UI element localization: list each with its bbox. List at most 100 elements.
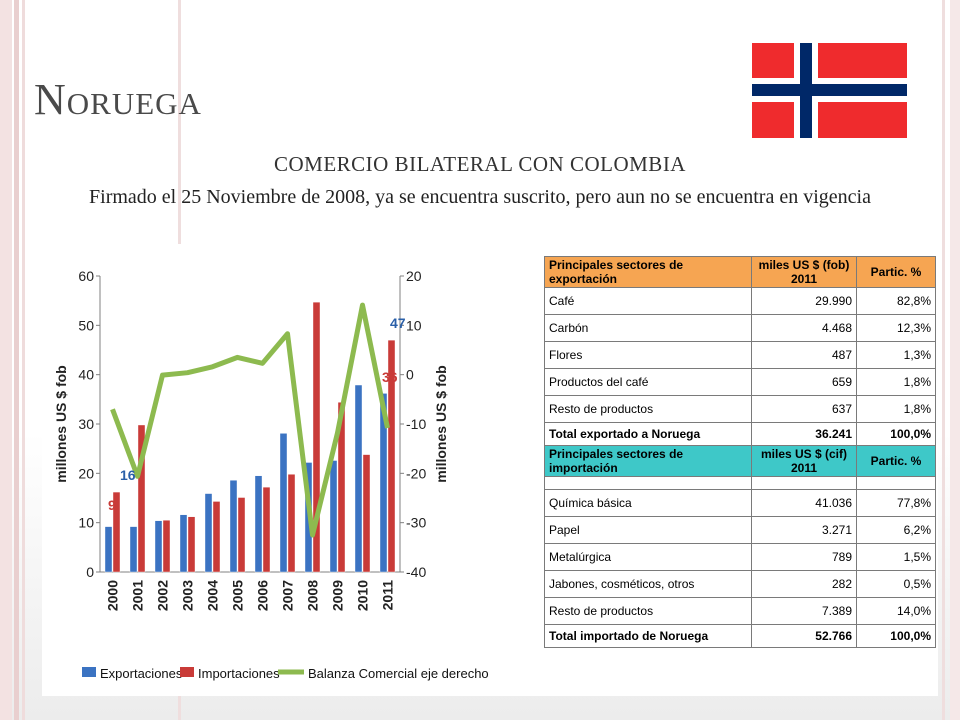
import-total-value: 52.766 <box>751 624 857 648</box>
export-sector-cell: Flores <box>544 341 752 369</box>
x-tick-label: 2006 <box>255 580 271 611</box>
export-value-cell: 29.990 <box>751 287 857 315</box>
description: Firmado el 25 Noviembre de 2008, ya se e… <box>89 186 871 208</box>
import-row: Química básica 41.036 77,8% <box>544 489 936 517</box>
export-share-cell: 1,3% <box>856 341 936 369</box>
export-share-cell: 82,8% <box>856 287 936 315</box>
import-row: Jabones, cosméticos, otros 282 0,5% <box>544 570 936 598</box>
legend-label: Exportaciones <box>100 666 183 681</box>
norway-flag-icon <box>752 43 907 138</box>
import-bar <box>387 339 396 573</box>
decorative-stripe <box>0 0 12 720</box>
x-tick-label: 2010 <box>355 580 371 611</box>
export-total-value: 36.241 <box>751 422 857 446</box>
export-row: Carbón 4.468 12,3% <box>544 314 936 342</box>
legend-label: Balanza Comercial eje derecho <box>308 666 489 681</box>
export-header-value: miles US $ (fob) 2011 <box>751 256 857 288</box>
table-spacer <box>544 476 936 490</box>
x-tick-label: 2001 <box>130 580 146 611</box>
export-row: Café 29.990 82,8% <box>544 287 936 315</box>
import-sector-cell: Química básica <box>544 489 752 517</box>
import-bar <box>187 516 196 573</box>
export-sector-cell: Productos del café <box>544 368 752 396</box>
decorative-stripe <box>22 0 25 720</box>
import-sector-cell: Jabones, cosméticos, otros <box>544 570 752 598</box>
data-label: 36 <box>382 369 398 385</box>
left-tick-label: 60 <box>78 268 94 284</box>
import-value-cell: 7.389 <box>751 597 857 625</box>
export-bar <box>329 460 338 573</box>
import-value-cell: 282 <box>751 570 857 598</box>
import-header-sector: Principales sectores de importación <box>544 445 752 477</box>
export-header-sector: Principales sectores de exportación <box>544 256 752 288</box>
export-table: Principales sectores de exportación mile… <box>544 256 936 648</box>
legend-swatch <box>82 667 96 677</box>
export-bar <box>179 514 188 573</box>
import-bar <box>237 497 246 573</box>
decorative-stripe <box>950 0 960 720</box>
export-sector-cell: Resto de productos <box>544 395 752 423</box>
export-bar <box>204 493 213 573</box>
import-sector-cell: Papel <box>544 516 752 544</box>
balance-line <box>110 302 390 538</box>
import-share-cell: 1,5% <box>856 543 936 571</box>
export-bar <box>154 520 163 573</box>
import-sector-cell: Metalúrgica <box>544 543 752 571</box>
x-tick-label: 2005 <box>230 580 246 611</box>
trade-chart: 0 10 20 30 40 50 60 -40 -30 -20 -10 0 10 20 millones U… <box>53 268 489 681</box>
import-sector-cell: Resto de productos <box>544 597 752 625</box>
import-bar <box>212 501 221 573</box>
import-total-label: Total importado de Noruega <box>544 624 752 648</box>
import-header-value: miles US $ (cif) 2011 <box>751 445 857 477</box>
right-tick-label: -40 <box>406 564 426 580</box>
legend-swatch <box>180 667 194 677</box>
trade-tables: Principales sectores de exportación mile… <box>544 256 936 648</box>
import-share-cell: 77,8% <box>856 489 936 517</box>
x-tick-label: 2003 <box>180 580 196 611</box>
import-bar <box>287 474 296 573</box>
data-label: 47 <box>390 315 406 331</box>
right-axis-title: millones US $ fob <box>433 365 449 482</box>
export-share-cell: 1,8% <box>856 395 936 423</box>
export-bar <box>104 526 113 573</box>
export-sector-cell: Café <box>544 287 752 315</box>
right-tick-label: -10 <box>406 416 426 432</box>
export-header-share: Partic. % <box>856 256 936 288</box>
export-bar <box>129 526 138 573</box>
export-bar <box>379 393 388 573</box>
export-value-cell: 4.468 <box>751 314 857 342</box>
import-share-cell: 0,5% <box>856 570 936 598</box>
import-row: Metalúrgica 789 1,5% <box>544 543 936 571</box>
import-bar <box>112 491 121 573</box>
import-row: Resto de productos 7.389 14,0% <box>544 597 936 625</box>
export-bar <box>279 433 288 573</box>
x-tick-label: 2009 <box>330 580 346 611</box>
left-axis-title: millones US $ fob <box>53 365 69 482</box>
left-tick-label: 0 <box>86 564 94 580</box>
import-bar <box>362 454 371 573</box>
subtitle: COMERCIO BILATERAL CON COLOMBIA <box>274 152 686 176</box>
right-tick-label: 10 <box>406 317 422 333</box>
left-tick-label: 20 <box>78 465 94 481</box>
data-label: 9 <box>108 497 116 513</box>
right-tick-label: 0 <box>406 367 414 383</box>
decorative-stripe <box>942 0 945 720</box>
export-share-cell: 1,8% <box>856 368 936 396</box>
x-tick-label: 2008 <box>305 580 321 611</box>
import-bar <box>312 301 321 573</box>
import-value-cell: 789 <box>751 543 857 571</box>
export-bar <box>229 480 238 573</box>
x-tick-label: 2004 <box>205 580 221 611</box>
decorative-stripe <box>14 0 19 720</box>
export-bar <box>354 384 363 573</box>
import-value-cell: 41.036 <box>751 489 857 517</box>
left-tick-label: 10 <box>78 515 94 531</box>
import-header-share: Partic. % <box>856 445 936 477</box>
left-tick-label: 40 <box>78 367 94 383</box>
export-value-cell: 637 <box>751 395 857 423</box>
export-total-share: 100,0% <box>856 422 936 446</box>
export-bar <box>254 475 263 573</box>
import-row: Papel 3.271 6,2% <box>544 516 936 544</box>
export-sector-cell: Carbón <box>544 314 752 342</box>
import-share-cell: 14,0% <box>856 597 936 625</box>
